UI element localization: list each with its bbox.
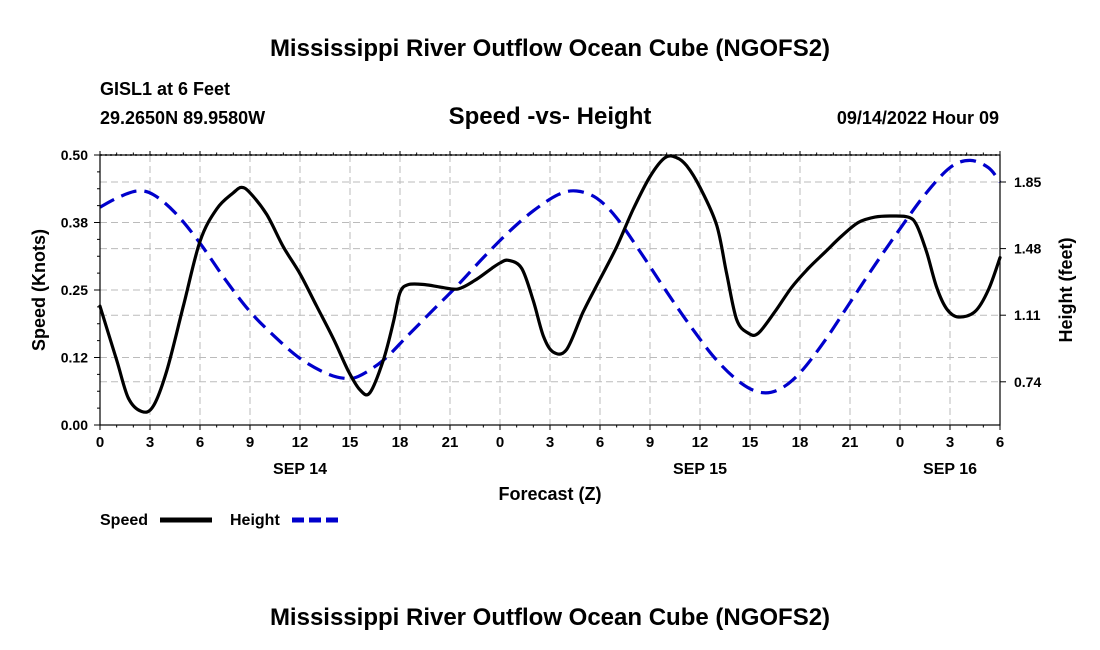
coordinates-label: 29.2650N 89.9580W	[100, 108, 265, 128]
x-tick-label: 0	[896, 434, 904, 451]
station-label: GISL1 at 6 Feet	[100, 79, 230, 99]
y2-axis-label: Height (feet)	[1056, 238, 1076, 343]
main-title: Mississippi River Outflow Ocean Cube (NG…	[270, 35, 830, 62]
y-tick-label: 0.25	[61, 282, 88, 298]
series-layer	[98, 154, 1002, 414]
y2-tick-label: 1.48	[1014, 241, 1041, 257]
x-tick-label: 0	[496, 434, 504, 451]
x-tick-label: 12	[292, 434, 309, 451]
x-tick-label: 6	[596, 434, 604, 451]
x-tick-label: 12	[692, 434, 709, 451]
series-line-height	[99, 158, 1002, 395]
x-axis-label: Forecast (Z)	[498, 484, 601, 504]
x-tick-label: 15	[742, 434, 759, 451]
x-tick-label: 9	[246, 434, 254, 451]
grid-lines	[100, 154, 1000, 425]
x-day-label: SEP 16	[923, 461, 977, 478]
timestamp-label: 09/14/2022 Hour 09	[837, 108, 999, 128]
footer-title: Mississippi River Outflow Ocean Cube (NG…	[270, 604, 830, 631]
y-axis-label: Speed (Knots)	[29, 229, 49, 351]
x-tick-label: 0	[96, 434, 104, 451]
y2-tick-label: 1.11	[1014, 307, 1041, 323]
x-tick-label: 6	[996, 434, 1004, 451]
x-tick-label: 9	[646, 434, 654, 451]
y-tick-label: 0.00	[61, 417, 88, 433]
x-day-label: SEP 14	[273, 461, 327, 478]
y-tick-label: 0.50	[61, 147, 88, 163]
x-tick-label: 3	[946, 434, 954, 451]
legend-height-label: Height	[230, 512, 280, 529]
x-tick-label: 3	[546, 434, 554, 451]
y2-tick-label: 0.74	[1014, 374, 1041, 390]
legend: Speed Height	[100, 512, 342, 529]
x-tick-label: 6	[196, 434, 204, 451]
chart-title: Speed -vs- Height	[449, 103, 652, 130]
x-tick-label: 15	[342, 434, 359, 451]
x-day-label: SEP 15	[673, 461, 727, 478]
x-tick-label: 21	[442, 434, 459, 451]
x-tick-label: 21	[842, 434, 859, 451]
x-tick-label: 3	[146, 434, 154, 451]
x-tick-label: 18	[792, 434, 809, 451]
legend-speed-label: Speed	[100, 512, 148, 529]
axes: 0 3 6 9 12 15 18 21 0 3 6 9 12 15 18 21 0 3 6 SEP 14 SEP 15 S…	[61, 147, 1042, 478]
series-line-speed	[98, 154, 1002, 414]
x-tick-label: 18	[392, 434, 409, 451]
y2-tick-label: 1.85	[1014, 174, 1041, 190]
y-tick-label: 0.12	[61, 350, 88, 366]
y-tick-label: 0.38	[61, 215, 88, 231]
